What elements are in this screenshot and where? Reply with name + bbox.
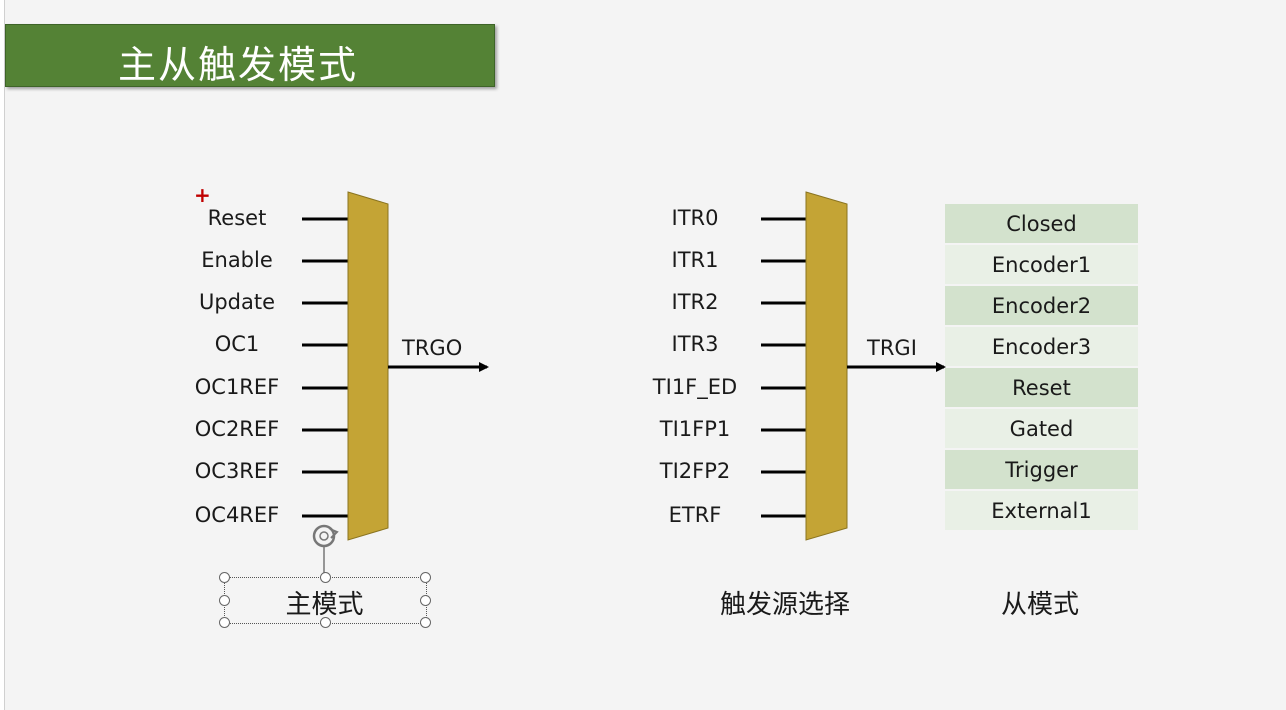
title-banner: 主从触发模式 — [5, 24, 495, 87]
page-title: 主从触发模式 — [118, 43, 359, 87]
master-input-label: OC4REF — [194, 503, 280, 527]
resize-handle-sw[interactable] — [219, 617, 230, 628]
slave-mode-caption: 从模式 — [1000, 590, 1079, 620]
trigger-input-label: TI1F_ED — [652, 375, 738, 399]
master-input-label: OC1REF — [194, 375, 280, 399]
trigger-input-label: ITR2 — [671, 290, 719, 314]
master-input-label: OC1 — [214, 332, 260, 356]
master-mode-caption[interactable]: 主模式 — [285, 590, 364, 620]
resize-handle-se[interactable] — [420, 617, 431, 628]
trigger-input-label: ETRF — [668, 503, 722, 527]
master-input-label: Reset — [207, 206, 267, 230]
trigger-input-lines — [761, 217, 806, 518]
slave-mode-cell: Trigger — [945, 450, 1138, 489]
text-box-selected[interactable] — [219, 572, 431, 628]
rotate-handle-icon[interactable] — [312, 524, 339, 548]
slave-mode-cell: External1 — [945, 491, 1138, 530]
trgo-label: TRGO — [402, 336, 463, 360]
master-mux[interactable] — [347, 191, 389, 541]
slave-mode-cell: Closed — [945, 204, 1138, 243]
master-input-label: OC2REF — [194, 417, 280, 441]
master-input-lines — [302, 217, 348, 518]
resize-handle-n[interactable] — [320, 572, 331, 583]
trigger-input-label: ITR0 — [671, 206, 719, 230]
resize-handle-e[interactable] — [420, 595, 431, 606]
resize-handle-nw[interactable] — [219, 572, 230, 583]
slave-mode-table: Closed Encoder1 Encoder2 Encoder3 Reset Gated… — [945, 204, 1138, 532]
plus-cursor-icon: + — [194, 183, 211, 207]
slave-mode-cell: Encoder1 — [945, 245, 1138, 284]
slave-mode-cell: Reset — [945, 368, 1138, 407]
master-input-label: OC3REF — [194, 459, 280, 483]
trgi-label: TRGI — [867, 336, 917, 360]
trigger-input-label: TI1FP1 — [659, 417, 731, 441]
master-input-label: Update — [198, 290, 276, 314]
master-input-label: Enable — [201, 248, 273, 272]
resize-handle-s[interactable] — [320, 617, 331, 628]
trigger-input-label: TI2FP2 — [659, 459, 731, 483]
trigger-input-label: ITR3 — [671, 332, 719, 356]
slave-mode-cell: Encoder2 — [945, 286, 1138, 325]
slave-mode-cell: Gated — [945, 409, 1138, 448]
slave-mode-cell: Encoder3 — [945, 327, 1138, 366]
trigger-select-caption: 触发源选择 — [719, 590, 850, 620]
trigger-mux[interactable] — [805, 191, 848, 541]
resize-handle-ne[interactable] — [420, 572, 431, 583]
trigger-input-label: ITR1 — [671, 248, 719, 272]
resize-handle-w[interactable] — [219, 595, 230, 606]
